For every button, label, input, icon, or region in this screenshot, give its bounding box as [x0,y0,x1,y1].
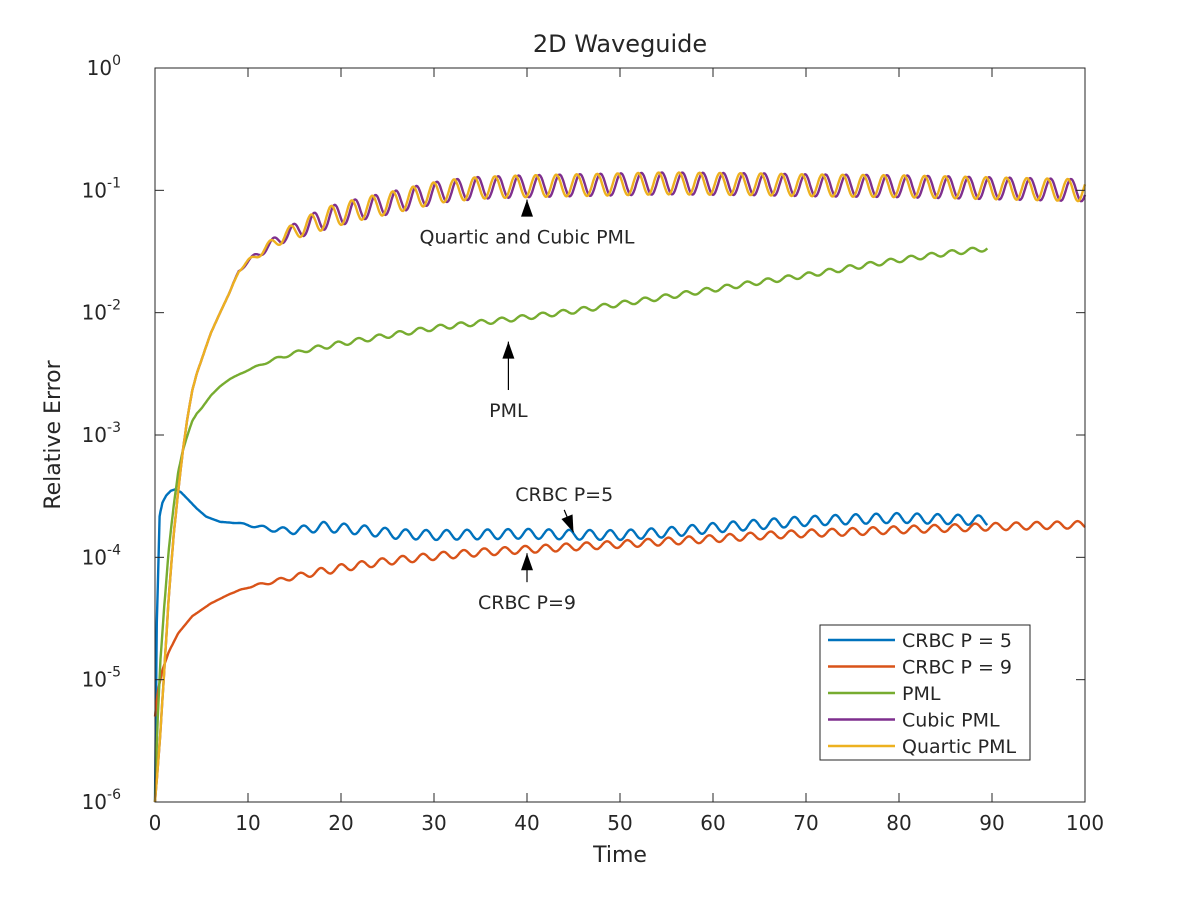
y-tick-label: 10-5 [82,665,121,692]
y-tick-label: 10-4 [82,542,122,569]
chart-title: 2D Waveguide [533,30,707,58]
legend-label: PML [902,683,941,705]
y-tick-label: 10-2 [82,298,121,325]
x-tick-label: 30 [421,811,446,835]
series-line-crbc-p-5 [153,488,989,803]
annotation-arrow-head [561,514,574,533]
y-axis-label: Relative Error [41,359,66,509]
x-tick-label: 10 [235,811,260,835]
annotation-label: CRBC P=5 [515,484,613,506]
annotation-arrow-head [521,199,533,217]
annotation-arrow-head [502,341,515,359]
annotation-arrow-head [521,553,533,571]
legend-label: Cubic PML [902,710,1000,732]
x-tick-label: 70 [793,811,818,835]
series-line-crbc-p-9 [153,519,1086,717]
x-tick-label: 0 [149,811,162,835]
series-line-quartic-pml [153,171,1087,803]
x-tick-label: 80 [886,811,911,835]
annotation-label: CRBC P=9 [478,592,576,614]
y-tick-label: 10-1 [82,175,121,202]
y-tick-label: 10-3 [82,420,121,447]
annotation-label: Quartic and Cubic PML [419,226,634,248]
annotation-label: PML [489,400,528,422]
x-tick-label: 40 [514,811,539,835]
legend: CRBC P = 5 CRBC P = 9 PML Cubic PML Quartic … [819,624,1031,761]
legend-label: CRBC P = 5 [902,630,1012,652]
x-axis-label: Time [592,843,647,868]
series-line-pml [153,246,989,803]
y-tick-label: 100 [87,53,121,80]
x-tick-label: 90 [979,811,1004,835]
x-tick-label: 60 [700,811,725,835]
x-tick-label: 50 [607,811,632,835]
legend-label: CRBC P = 9 [902,657,1012,679]
y-tick-label: 10-6 [82,787,122,814]
x-tick-label: 20 [328,811,353,835]
legend-label: Quartic PML [902,736,1017,758]
x-tick-label: 100 [1066,811,1104,835]
